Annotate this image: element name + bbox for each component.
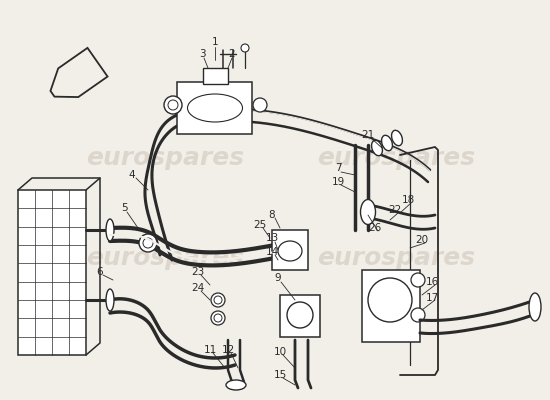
Ellipse shape xyxy=(360,200,376,224)
Circle shape xyxy=(164,96,182,114)
Text: 19: 19 xyxy=(331,177,345,187)
Circle shape xyxy=(411,273,425,287)
Polygon shape xyxy=(51,48,108,97)
Text: 6: 6 xyxy=(97,267,103,277)
Text: 7: 7 xyxy=(335,163,342,173)
Bar xyxy=(177,82,252,134)
Bar xyxy=(280,295,320,337)
Text: 14: 14 xyxy=(265,247,279,257)
Ellipse shape xyxy=(382,135,393,151)
Text: 1: 1 xyxy=(212,37,218,47)
Text: 8: 8 xyxy=(269,210,276,220)
Ellipse shape xyxy=(529,293,541,321)
Text: 13: 13 xyxy=(265,233,279,243)
Text: 11: 11 xyxy=(204,345,217,355)
Ellipse shape xyxy=(278,241,302,261)
Circle shape xyxy=(168,100,178,110)
Text: 16: 16 xyxy=(425,277,439,287)
Circle shape xyxy=(411,308,425,322)
Text: 23: 23 xyxy=(191,267,205,277)
Text: 9: 9 xyxy=(274,273,281,283)
Ellipse shape xyxy=(106,219,114,241)
Bar xyxy=(362,270,420,342)
Circle shape xyxy=(211,293,225,307)
Text: 5: 5 xyxy=(120,203,127,213)
Text: 21: 21 xyxy=(361,130,375,140)
Text: 2: 2 xyxy=(229,49,235,59)
Text: 24: 24 xyxy=(191,283,205,293)
Circle shape xyxy=(241,44,249,52)
Text: 17: 17 xyxy=(425,293,439,303)
Text: 25: 25 xyxy=(254,220,267,230)
Text: 22: 22 xyxy=(388,205,401,215)
Text: 12: 12 xyxy=(221,345,235,355)
Text: eurospares: eurospares xyxy=(317,246,475,270)
Bar xyxy=(272,230,308,270)
Circle shape xyxy=(214,314,222,322)
Text: 10: 10 xyxy=(273,347,287,357)
Ellipse shape xyxy=(106,289,114,311)
Text: eurospares: eurospares xyxy=(86,246,244,270)
Text: 3: 3 xyxy=(199,49,205,59)
Circle shape xyxy=(211,311,225,325)
Circle shape xyxy=(253,98,267,112)
Circle shape xyxy=(143,238,153,248)
Ellipse shape xyxy=(226,380,246,390)
Bar xyxy=(18,190,86,355)
Ellipse shape xyxy=(392,130,403,146)
Text: 26: 26 xyxy=(368,223,382,233)
Ellipse shape xyxy=(188,94,243,122)
Circle shape xyxy=(139,234,157,252)
Text: eurospares: eurospares xyxy=(86,146,244,170)
Circle shape xyxy=(214,296,222,304)
Circle shape xyxy=(287,302,313,328)
Text: 15: 15 xyxy=(273,370,287,380)
Text: 20: 20 xyxy=(415,235,428,245)
Text: 4: 4 xyxy=(129,170,135,180)
Text: 18: 18 xyxy=(402,195,415,205)
Text: eurospares: eurospares xyxy=(317,146,475,170)
Circle shape xyxy=(368,278,412,322)
Ellipse shape xyxy=(372,140,382,156)
Bar xyxy=(203,68,228,84)
